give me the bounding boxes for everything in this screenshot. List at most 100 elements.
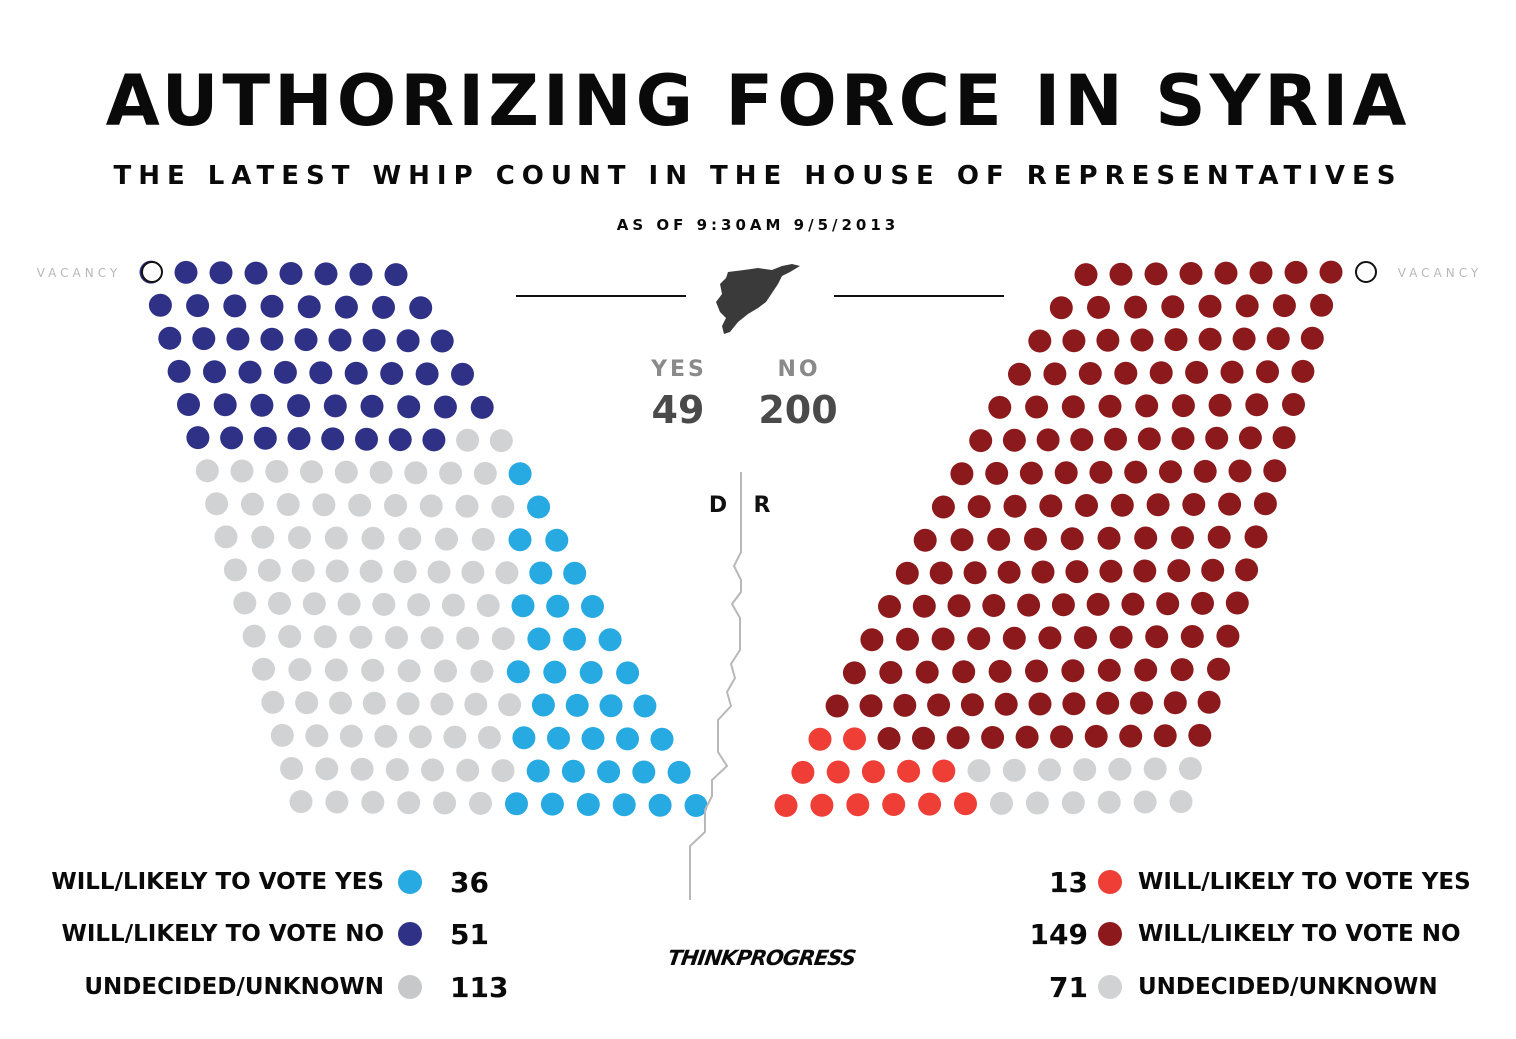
dem-seat-und: [214, 525, 238, 549]
rep-seat-no: [967, 627, 991, 651]
rep-seat-no: [1159, 460, 1182, 484]
dem-seat-yes: [508, 462, 532, 486]
dem-seat-und: [313, 625, 337, 649]
dem-seat-no: [344, 361, 368, 385]
rep-seat-no: [1214, 261, 1238, 285]
legend-rep-yes: 13 WILL/LIKELY TO VOTE YES: [1000, 862, 1516, 902]
dem-seat-yes: [545, 528, 569, 552]
rep-seat-und: [1025, 791, 1049, 815]
rep-seat-no: [1028, 329, 1052, 353]
rep-seat-no: [1096, 691, 1120, 715]
rep-seat-no: [1228, 459, 1252, 483]
dem-seat-no: [380, 362, 404, 385]
yes-total-label: YES: [650, 357, 707, 382]
rep-seat-no: [1097, 526, 1121, 550]
dem-seat-no: [253, 426, 277, 450]
rep-seat-no: [896, 627, 919, 651]
dem-seat-und: [305, 724, 329, 748]
dem-seat-und: [407, 593, 431, 617]
dem-seat-und: [205, 492, 229, 516]
no-total-value: 200: [758, 388, 837, 432]
legend-count: 149: [1029, 917, 1088, 951]
rep-seat-no: [1137, 427, 1161, 451]
rep-seat-no: [1133, 559, 1157, 583]
dem-seat-und: [397, 791, 421, 815]
as-of-date: AS OF 9:30AM 9/5/2013: [616, 216, 900, 234]
dem-seat-und: [495, 561, 519, 585]
rep-seat-no: [1028, 692, 1052, 716]
dem-seat-yes: [581, 727, 605, 750]
rep-seat-no: [1253, 492, 1277, 516]
dem-seat-yes: [527, 495, 551, 519]
rep-seat-no: [1043, 362, 1067, 386]
rep-seat-no: [1161, 295, 1185, 319]
dem-seat-und: [491, 495, 515, 519]
legend-dem-undecided: UNDECIDED/UNKNOWN 113: [0, 967, 520, 1007]
rep-seat-no: [1291, 359, 1315, 383]
rep-seat-no: [912, 726, 935, 750]
dem-seat-yes: [563, 627, 586, 651]
dem-seat-und: [278, 625, 302, 648]
dem-seat-und: [312, 493, 336, 517]
dem-seat-no: [209, 261, 233, 285]
dem-seat-no: [273, 360, 297, 384]
dem-seat-und: [393, 560, 417, 584]
rep-seat-no: [950, 462, 974, 486]
dem-seat-no: [360, 394, 384, 418]
dem-seat-und: [295, 691, 319, 715]
rep-seat-no: [1061, 395, 1085, 419]
rep-seat-no: [950, 528, 974, 552]
rep-seat-no: [1282, 393, 1305, 416]
rep-seat-yes: [897, 759, 921, 783]
rep-seat-no: [1124, 295, 1148, 319]
rep-seat-und: [967, 759, 991, 783]
vacancy-seat-right: [1355, 261, 1377, 283]
rep-seat-no: [1207, 657, 1230, 681]
dem-seat-yes: [531, 693, 555, 717]
dem-seat-und: [261, 690, 285, 714]
dem-seat-yes: [511, 594, 535, 618]
rep-seat-no: [825, 694, 849, 718]
rep-seat-no: [1070, 428, 1094, 452]
dem-seat-yes: [684, 794, 708, 817]
rep-seat-no: [1019, 461, 1043, 485]
dem-seat-yes: [599, 694, 623, 718]
dem-seat-und: [359, 559, 383, 583]
dem-seat-und: [195, 459, 219, 483]
dem-seat-no: [362, 328, 386, 352]
dem-seat-und: [251, 525, 275, 549]
legend-dot: [398, 922, 422, 946]
dem-seat-und: [469, 791, 492, 815]
dem-seat-no: [430, 329, 454, 353]
rep-seat-no: [927, 693, 951, 717]
dem-seat-und: [374, 724, 398, 748]
legend-label: WILL/LIKELY TO VOTE YES: [1138, 869, 1471, 895]
dem-seat-no: [297, 295, 321, 319]
dem-seat-und: [384, 494, 407, 517]
dem-seat-yes: [648, 793, 672, 817]
dem-seat-no: [158, 326, 182, 350]
dem-seat-und: [421, 758, 444, 782]
dem-seat-yes: [633, 694, 657, 718]
dem-seat-no: [167, 359, 191, 383]
rep-seat-no: [1003, 494, 1027, 518]
rep-seat-no: [1050, 725, 1074, 749]
rep-seat-no: [1124, 460, 1148, 484]
rep-seat-no: [1061, 659, 1085, 683]
dem-seat-no: [323, 394, 347, 418]
dem-seat-no: [174, 260, 198, 284]
dem-seat-no: [220, 426, 244, 450]
dem-seat-no: [223, 294, 247, 318]
dem-seat-no: [203, 360, 226, 384]
rep-seat-und: [1097, 790, 1121, 814]
rep-seat-no: [1235, 294, 1259, 318]
dem-seat-und: [443, 725, 467, 749]
no-total-label: NO: [777, 357, 820, 382]
rep-seat-no: [1049, 296, 1073, 320]
rep-seat-no: [1024, 527, 1047, 551]
dem-seat-und: [325, 790, 349, 814]
rep-seat-no: [1074, 263, 1098, 287]
dem-seat-und: [350, 757, 374, 781]
rep-seat-no: [997, 560, 1021, 584]
rep-seat-yes: [774, 794, 798, 817]
